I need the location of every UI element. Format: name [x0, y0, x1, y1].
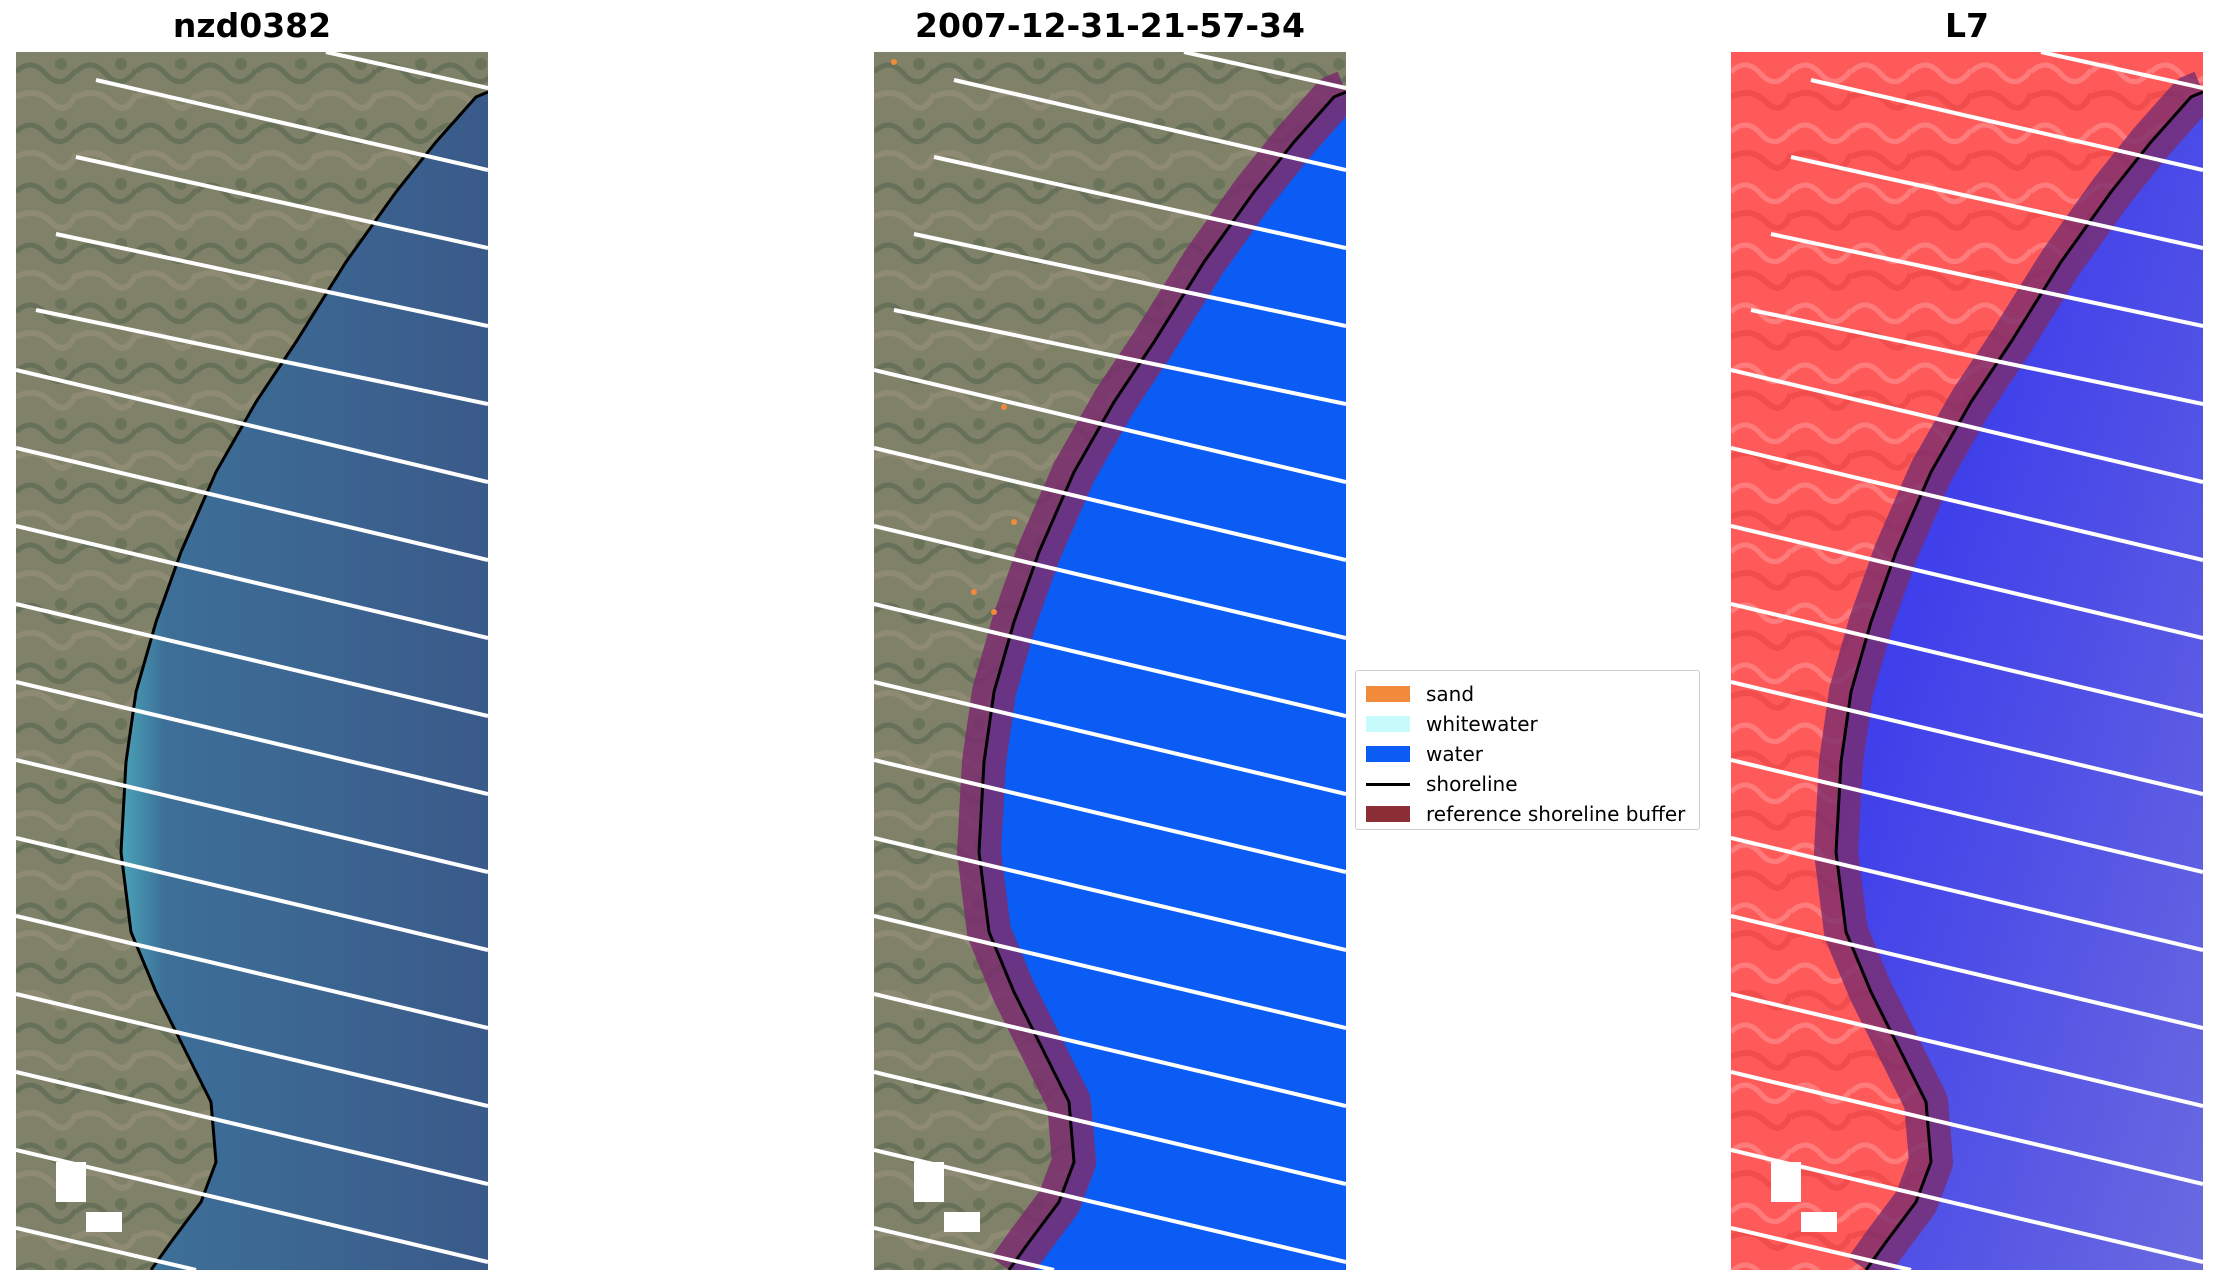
shoreline-line	[119, 90, 488, 1270]
shoreline-line	[977, 90, 1346, 1270]
water-swatch	[1366, 746, 1410, 762]
buffer-swatch	[1366, 806, 1410, 822]
sand-swatch	[1366, 686, 1410, 702]
legend-item-water: water	[1366, 739, 1689, 769]
classified-image	[874, 52, 1346, 1270]
mndwi-image-panel	[1731, 52, 2203, 1270]
whitewater-swatch	[1366, 716, 1410, 732]
legend-label: whitewater	[1426, 712, 1538, 736]
shoreline-line	[1834, 90, 2203, 1270]
panel-title-mndwi: L7	[1945, 6, 1989, 45]
legend-label: water	[1426, 742, 1483, 766]
rgb-image	[16, 52, 488, 1270]
panel-title-rgb: nzd0382	[172, 6, 332, 45]
legend-item-sand: sand	[1366, 679, 1689, 709]
false-color-image	[1731, 52, 2203, 1270]
scanline-gaps	[16, 52, 488, 1270]
cloud-patch	[914, 1162, 944, 1202]
legend-item-buffer: reference shoreline buffer	[1366, 799, 1689, 829]
sand-pixels	[891, 59, 1017, 615]
legend-label: sand	[1426, 682, 1475, 706]
classified-image-panel	[874, 52, 1346, 1270]
panel-title-classified: 2007-12-31-21-57-34	[915, 6, 1305, 45]
shoreline-swatch	[1366, 783, 1410, 786]
cloud-patch	[86, 1212, 122, 1232]
scanline-gaps	[874, 52, 1346, 1270]
legend-item-whitewater: whitewater	[1366, 709, 1689, 739]
cloud-patch	[56, 1162, 86, 1202]
cloud-patch	[1801, 1212, 1837, 1232]
scanline-gaps	[1731, 52, 2203, 1270]
legend: sand whitewater water shoreline referenc…	[1355, 670, 1700, 830]
legend-item-shoreline: shoreline	[1366, 769, 1689, 799]
cloud-patch	[944, 1212, 980, 1232]
legend-label: shoreline	[1426, 772, 1518, 796]
rgb-image-panel	[16, 52, 488, 1270]
cloud-patch	[1771, 1162, 1801, 1202]
legend-label: reference shoreline buffer	[1426, 802, 1686, 826]
